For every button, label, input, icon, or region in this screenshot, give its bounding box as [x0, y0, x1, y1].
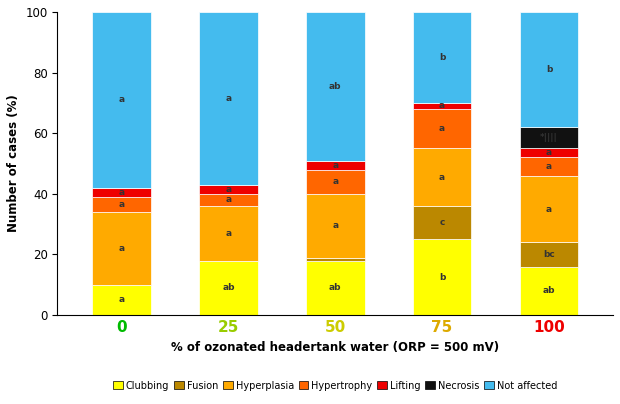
Bar [520, 127, 578, 148]
Text: a: a [225, 229, 231, 238]
Bar [92, 212, 151, 285]
Text: a: a [225, 196, 231, 204]
Text: b: b [439, 53, 445, 62]
Text: a: a [332, 160, 339, 170]
Text: b: b [439, 273, 445, 282]
Bar [413, 12, 471, 103]
X-axis label: % of ozonated headertank water (ORP = 500 mV): % of ozonated headertank water (ORP = 50… [171, 341, 499, 354]
Bar [306, 170, 365, 194]
Bar [520, 148, 578, 158]
Text: c: c [440, 218, 445, 227]
Text: a: a [546, 148, 552, 158]
Bar [199, 12, 258, 185]
Bar [413, 109, 471, 148]
Bar [413, 148, 471, 206]
Text: a: a [225, 185, 231, 194]
Text: b: b [546, 65, 552, 74]
Text: a: a [118, 188, 125, 197]
Bar [199, 206, 258, 261]
Text: ab: ab [329, 283, 342, 292]
Text: a: a [118, 200, 125, 209]
Text: *||||: *|||| [540, 133, 558, 142]
Text: a: a [332, 177, 339, 186]
Bar [92, 285, 151, 315]
Bar [520, 242, 578, 267]
Text: a: a [118, 244, 125, 253]
Text: a: a [439, 173, 445, 182]
Text: a: a [332, 221, 339, 230]
Bar [413, 239, 471, 315]
Text: a: a [546, 162, 552, 171]
Bar [306, 12, 365, 160]
Y-axis label: Number of cases (%): Number of cases (%) [7, 95, 20, 232]
Text: bc: bc [543, 250, 555, 259]
Text: ab: ab [542, 286, 555, 295]
Bar [306, 194, 365, 257]
Bar [92, 188, 151, 197]
Text: a: a [439, 124, 445, 133]
Bar [413, 206, 471, 239]
Bar [520, 267, 578, 315]
Bar [92, 197, 151, 212]
Bar [199, 194, 258, 206]
Text: ab: ab [329, 82, 342, 91]
Text: a: a [546, 204, 552, 213]
Bar [199, 261, 258, 315]
Text: a: a [439, 101, 445, 110]
Bar [92, 12, 151, 188]
Text: a: a [118, 95, 125, 104]
Text: a: a [118, 295, 125, 305]
Bar [413, 103, 471, 109]
Bar [306, 261, 365, 315]
Bar [199, 185, 258, 194]
Text: ab: ab [222, 283, 235, 292]
Legend: Clubbing, Fusion, Hyperplasia, Hypertrophy, Lifting, Necrosis, Not affected: Clubbing, Fusion, Hyperplasia, Hypertrop… [113, 381, 557, 391]
Bar [306, 160, 365, 170]
Bar [306, 257, 365, 261]
Bar [520, 12, 578, 127]
Bar [520, 158, 578, 176]
Text: a: a [225, 94, 231, 103]
Bar [520, 176, 578, 242]
